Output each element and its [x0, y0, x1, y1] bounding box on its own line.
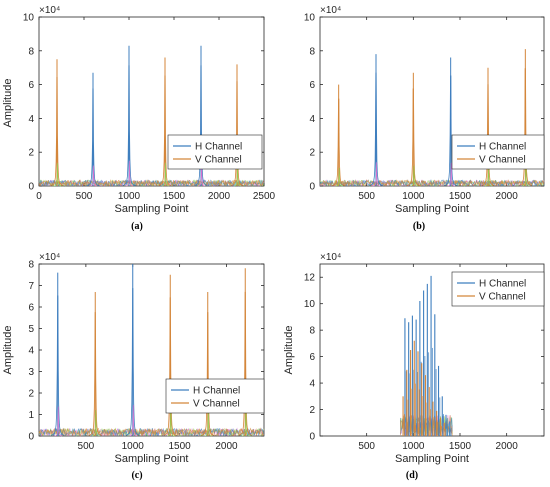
y-axis-label: Amplitude [283, 326, 295, 375]
legend-box [451, 134, 545, 170]
x-tick-label: 1000 [122, 441, 145, 452]
y-tick-label: 8 [309, 46, 315, 57]
series-0-base-1 [125, 160, 134, 187]
panel-caption: (b) [413, 221, 425, 232]
legend-label-0: H Channel [479, 279, 526, 290]
x-tick-label: 1500 [449, 441, 472, 452]
y-tick-label: 12 [304, 273, 316, 284]
legend-label-1: V Channel [195, 155, 242, 166]
series-1-base-1 [161, 162, 170, 187]
series-0-base-0 [89, 165, 98, 187]
baseline-noise-3 [38, 179, 264, 187]
legend-box [167, 134, 263, 170]
y-tick-label: 4 [28, 346, 34, 357]
series-0-base-0 [54, 406, 63, 437]
y-tick-label: 2 [309, 148, 315, 159]
axis-exponent: ×10⁴ [320, 5, 341, 16]
y-tick-label: 3 [28, 367, 34, 378]
legend-box [165, 378, 265, 414]
x-tick-label: 1500 [163, 191, 186, 202]
y-tick-label: 0 [309, 432, 315, 443]
baseline-noise-3 [38, 427, 265, 438]
legend-label-0: H Channel [195, 142, 242, 153]
chart-panel-c: 0 1 2 3 4 5 6 7 8 500 1000 1500 2000 ×10⁴ Sampling Poi… [2, 252, 265, 481]
y-tick-label: 4 [28, 114, 34, 125]
legend-label-1: V Channel [479, 292, 526, 303]
y-tick-label: 7 [28, 281, 34, 292]
y-tick-label: 8 [28, 46, 34, 57]
series-1-base-0 [92, 410, 100, 437]
series-0-base-1 [129, 405, 138, 437]
axis-exponent: ×10⁴ [320, 252, 341, 263]
x-tick-label: 500 [78, 441, 95, 452]
x-tick-label: 2000 [496, 191, 519, 202]
x-tick-label: 0 [36, 191, 42, 202]
y-tick-label: 4 [309, 379, 315, 390]
chart-panel-b: 0 2 4 6 8 10 500 1000 1500 2000 ×10⁴ Sampling Point… [304, 5, 545, 232]
axis-exponent: ×10⁴ [39, 252, 60, 263]
y-tick-label: 0 [28, 432, 34, 443]
legend: H Channel V Channel [451, 134, 545, 170]
panel-caption: (a) [131, 221, 143, 232]
x-tick-label: 1000 [402, 191, 425, 202]
x-axis-label: Sampling Point [395, 453, 469, 465]
series-1-base-0 [335, 167, 344, 187]
panel-caption: (c) [131, 470, 142, 481]
y-tick-label: 6 [28, 80, 34, 91]
x-tick-label: 1000 [118, 191, 141, 202]
y-tick-label: 10 [304, 13, 316, 24]
x-tick-label: 500 [76, 191, 93, 202]
legend-label-1: V Channel [479, 155, 526, 166]
series-0-base-0 [372, 162, 381, 187]
x-axis-label: Sampling Point [115, 453, 189, 465]
baseline-noise-0 [319, 179, 545, 187]
legend-label-1: V Channel [193, 399, 240, 410]
chart-panel-d: 0 2 4 6 8 10 12 500 1000 1500 2000 ×10⁴ Sampling Poi… [283, 252, 545, 481]
y-tick-label: 5 [28, 324, 34, 335]
x-axis-label: Sampling Point [395, 203, 469, 215]
series-1-base-0 [53, 163, 62, 187]
x-tick-label: 1500 [449, 191, 472, 202]
y-tick-label: 2 [28, 148, 34, 159]
legend: H Channel V Channel [451, 271, 545, 307]
axis-exponent: ×10⁴ [39, 5, 60, 16]
x-tick-label: 2000 [215, 441, 238, 452]
y-axis-label: Amplitude [2, 79, 14, 128]
y-tick-label: 4 [309, 114, 315, 125]
legend: H Channel V Channel [165, 378, 265, 414]
y-tick-label: 6 [309, 80, 315, 91]
y-tick-label: 10 [23, 13, 35, 24]
x-tick-label: 2000 [496, 441, 519, 452]
x-axis-label: Sampling Point [115, 203, 189, 215]
legend-box [451, 271, 545, 307]
y-tick-label: 6 [28, 303, 34, 314]
chart-panel-a: 0 2 4 6 8 10 0 500 1000 1500 2000 2500 ×10⁴ Sampling … [2, 5, 276, 232]
legend: H Channel V Channel [167, 134, 263, 170]
y-tick-label: 2 [309, 405, 315, 416]
y-tick-label: 8 [309, 326, 315, 337]
series-0-base-1 [447, 162, 456, 187]
x-tick-label: 1000 [402, 441, 425, 452]
legend-label-0: H Channel [479, 142, 526, 153]
y-tick-label: 0 [309, 182, 315, 193]
y-tick-label: 0 [28, 182, 34, 193]
x-tick-label: 2500 [253, 191, 276, 202]
y-axis-label: Amplitude [2, 326, 14, 375]
x-tick-label: 500 [358, 441, 375, 452]
y-tick-label: 8 [28, 260, 34, 271]
panel-caption: (d) [406, 470, 418, 481]
y-tick-label: 1 [28, 410, 34, 421]
y-tick-label: 6 [309, 352, 315, 363]
baseline-noise-3 [319, 179, 545, 187]
series-1-base-1 [410, 165, 418, 187]
legend-label-0: H Channel [193, 386, 240, 397]
y-tick-label: 2 [28, 389, 34, 400]
y-tick-label: 10 [304, 299, 316, 310]
x-tick-label: 500 [358, 191, 375, 202]
x-tick-label: 1500 [169, 441, 192, 452]
x-tick-label: 2000 [208, 191, 231, 202]
